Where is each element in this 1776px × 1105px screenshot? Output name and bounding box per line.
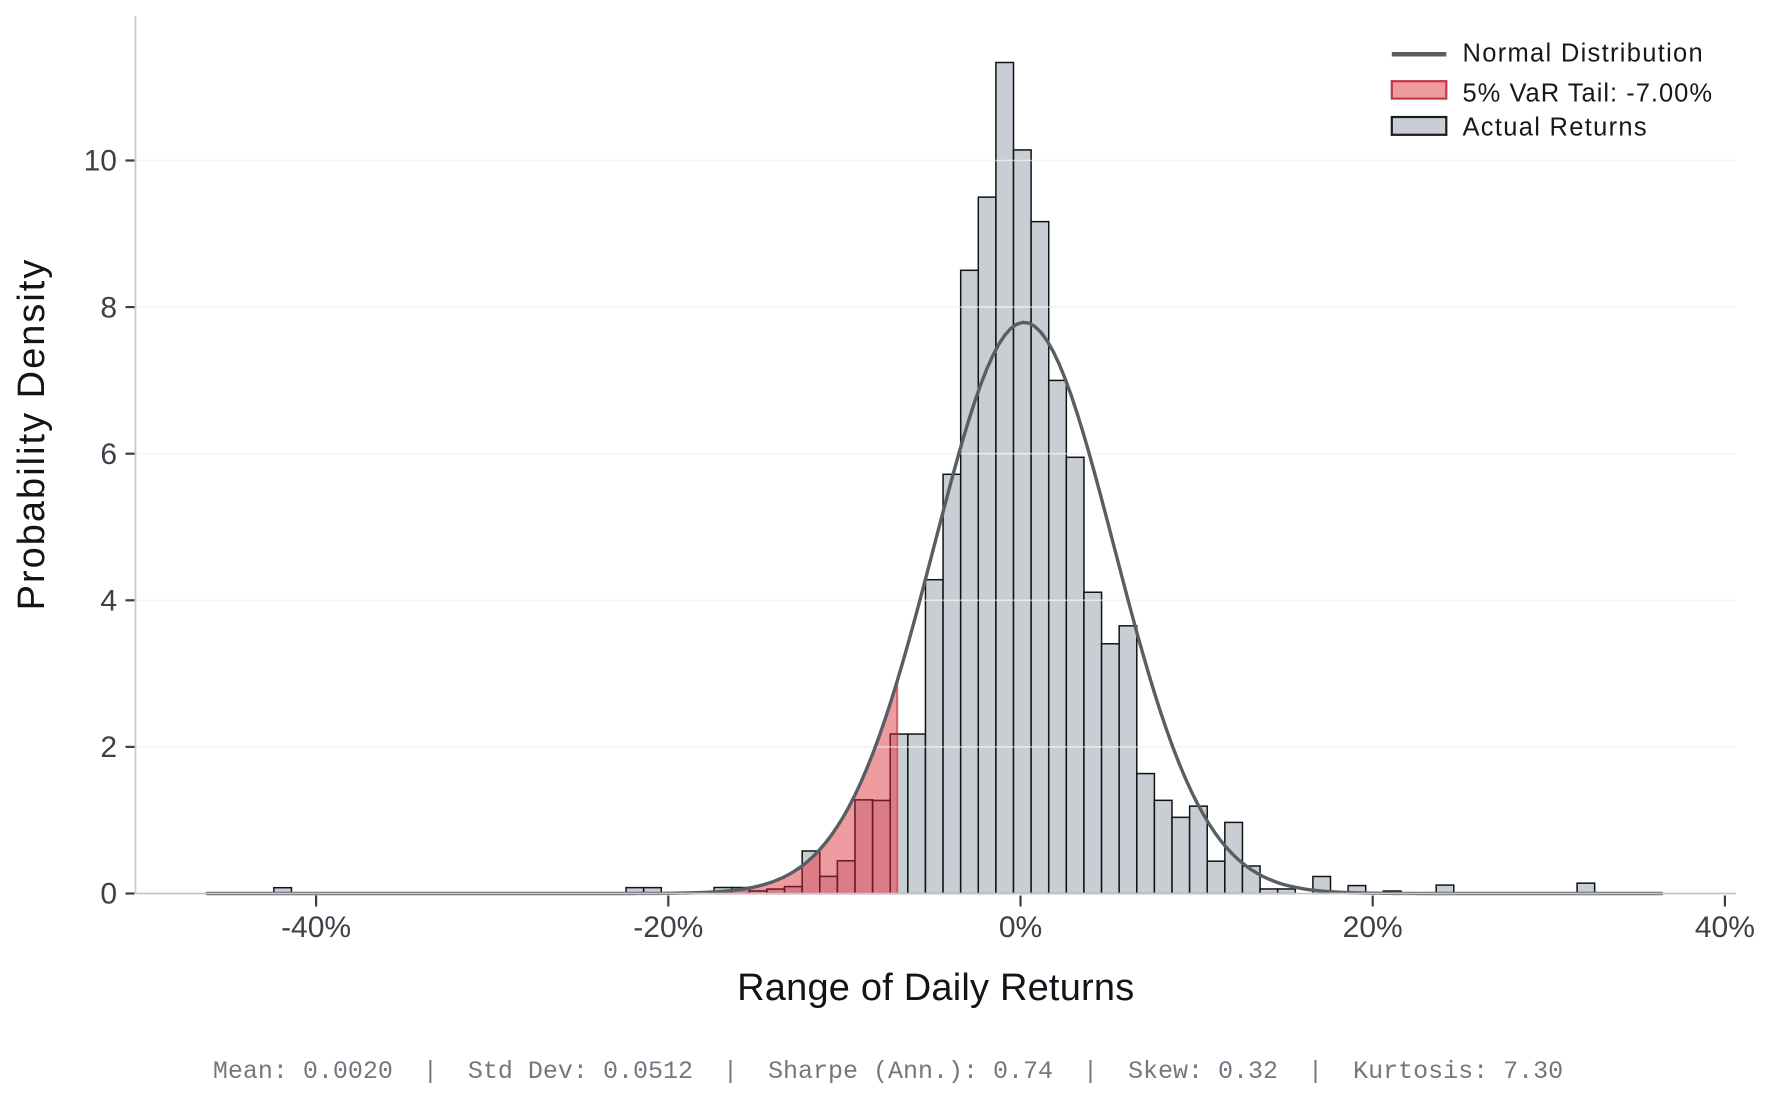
svg-text:Normal Distribution: Normal Distribution <box>1463 40 1705 68</box>
svg-text:Mean: 0.0020 | Std Dev: 0.05: Mean: 0.0020 | Std Dev: 0.0512 | Sharpe … <box>213 1057 1563 1086</box>
svg-text:-40%: -40% <box>281 911 351 944</box>
svg-text:0: 0 <box>100 878 117 911</box>
svg-text:Actual Returns: Actual Returns <box>1463 114 1648 142</box>
svg-text:4: 4 <box>100 585 117 618</box>
svg-text:40%: 40% <box>1695 911 1755 944</box>
svg-text:0%: 0% <box>999 911 1042 944</box>
svg-text:6: 6 <box>100 438 117 471</box>
svg-text:5% VaR Tail: -7.00%: 5% VaR Tail: -7.00% <box>1463 79 1714 107</box>
svg-text:Probability Density: Probability Density <box>11 258 53 611</box>
svg-text:-20%: -20% <box>633 911 703 944</box>
svg-text:8: 8 <box>100 291 117 324</box>
svg-text:10: 10 <box>84 145 117 178</box>
svg-text:2: 2 <box>100 731 117 764</box>
svg-text:20%: 20% <box>1343 911 1403 944</box>
svg-text:Range of Daily Returns: Range of Daily Returns <box>737 967 1134 1009</box>
